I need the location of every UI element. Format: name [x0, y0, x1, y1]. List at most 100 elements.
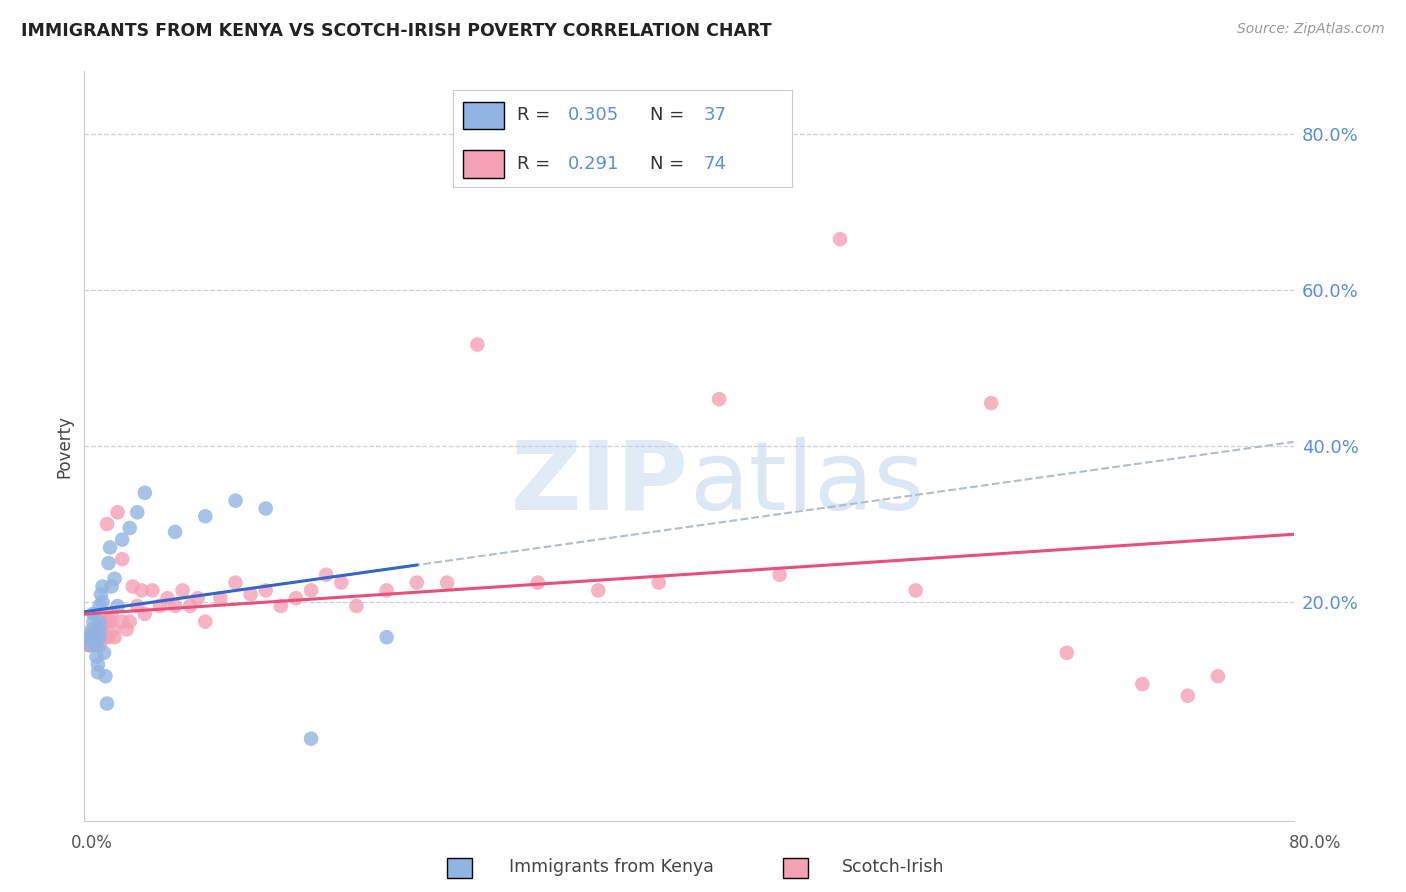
Text: Scotch-Irish: Scotch-Irish	[842, 858, 943, 876]
Point	[82, 638, 104, 652]
Point	[89, 630, 111, 644]
Point	[172, 583, 194, 598]
Point	[904, 583, 927, 598]
Point	[830, 232, 852, 246]
Point	[84, 634, 107, 648]
Point	[89, 615, 111, 629]
Point	[527, 575, 550, 590]
Point	[1177, 689, 1199, 703]
Point	[93, 630, 115, 644]
Text: ZIP: ZIP	[510, 437, 689, 530]
Text: 80.0%: 80.0%	[1288, 834, 1341, 852]
Point	[107, 599, 129, 613]
Point	[76, 638, 98, 652]
Point	[87, 665, 110, 680]
Point	[270, 599, 292, 613]
Point	[77, 638, 100, 652]
Point	[209, 591, 232, 606]
Point	[90, 587, 112, 601]
Point	[101, 623, 124, 637]
Point	[149, 599, 172, 613]
Point	[82, 607, 104, 621]
Point	[118, 521, 141, 535]
Point	[165, 524, 187, 539]
Point	[86, 649, 108, 664]
Point	[91, 595, 114, 609]
Point	[1130, 677, 1153, 691]
Point	[239, 587, 262, 601]
Point	[769, 567, 792, 582]
Point	[588, 583, 610, 598]
Point	[77, 630, 100, 644]
Point	[118, 615, 141, 629]
Point	[79, 638, 101, 652]
Point	[1056, 646, 1078, 660]
Point	[375, 583, 398, 598]
Point	[315, 567, 337, 582]
Point	[89, 638, 111, 652]
Point	[111, 615, 134, 629]
Point	[187, 591, 209, 606]
Point	[225, 493, 247, 508]
Point	[346, 599, 368, 613]
Point	[80, 623, 103, 637]
Point	[134, 607, 156, 621]
Point	[1206, 669, 1229, 683]
Text: 0.0%: 0.0%	[70, 834, 112, 852]
Point	[254, 583, 277, 598]
Point	[89, 638, 111, 652]
Point	[980, 396, 1002, 410]
Point	[100, 580, 122, 594]
Point	[406, 575, 429, 590]
Point	[97, 556, 120, 570]
Point	[330, 575, 353, 590]
Point	[86, 638, 108, 652]
Point	[89, 630, 111, 644]
Point	[107, 505, 129, 519]
Point	[84, 638, 107, 652]
Point	[87, 630, 110, 644]
Point	[648, 575, 671, 590]
Point	[375, 630, 398, 644]
Point	[77, 630, 100, 644]
Point	[86, 638, 108, 652]
Point	[96, 517, 118, 532]
Point	[115, 623, 138, 637]
Point	[179, 599, 201, 613]
Point	[467, 337, 489, 351]
Point	[91, 626, 114, 640]
Point	[134, 485, 156, 500]
Point	[111, 533, 134, 547]
Point	[87, 657, 110, 672]
Point	[94, 669, 117, 683]
Point	[127, 599, 149, 613]
Point	[299, 583, 322, 598]
Point	[165, 599, 187, 613]
Point	[299, 731, 322, 746]
Y-axis label: Poverty: Poverty	[55, 415, 73, 477]
Point	[141, 583, 163, 598]
Point	[91, 580, 114, 594]
Point	[104, 572, 127, 586]
Point	[84, 634, 107, 648]
Point	[96, 615, 118, 629]
Point	[98, 615, 121, 629]
Point	[89, 599, 111, 613]
Point	[285, 591, 308, 606]
Text: IMMIGRANTS FROM KENYA VS SCOTCH-IRISH POVERTY CORRELATION CHART: IMMIGRANTS FROM KENYA VS SCOTCH-IRISH PO…	[21, 22, 772, 40]
Point	[82, 630, 104, 644]
Point	[80, 626, 103, 640]
Point	[436, 575, 458, 590]
Point	[709, 392, 731, 407]
Point	[254, 501, 277, 516]
Point	[111, 552, 134, 566]
Text: Immigrants from Kenya: Immigrants from Kenya	[509, 858, 714, 876]
Point	[98, 541, 121, 555]
Point	[100, 607, 122, 621]
Point	[127, 505, 149, 519]
Point	[79, 630, 101, 644]
Point	[82, 615, 104, 629]
Point	[79, 638, 101, 652]
Point	[89, 623, 111, 637]
Point	[90, 630, 112, 644]
